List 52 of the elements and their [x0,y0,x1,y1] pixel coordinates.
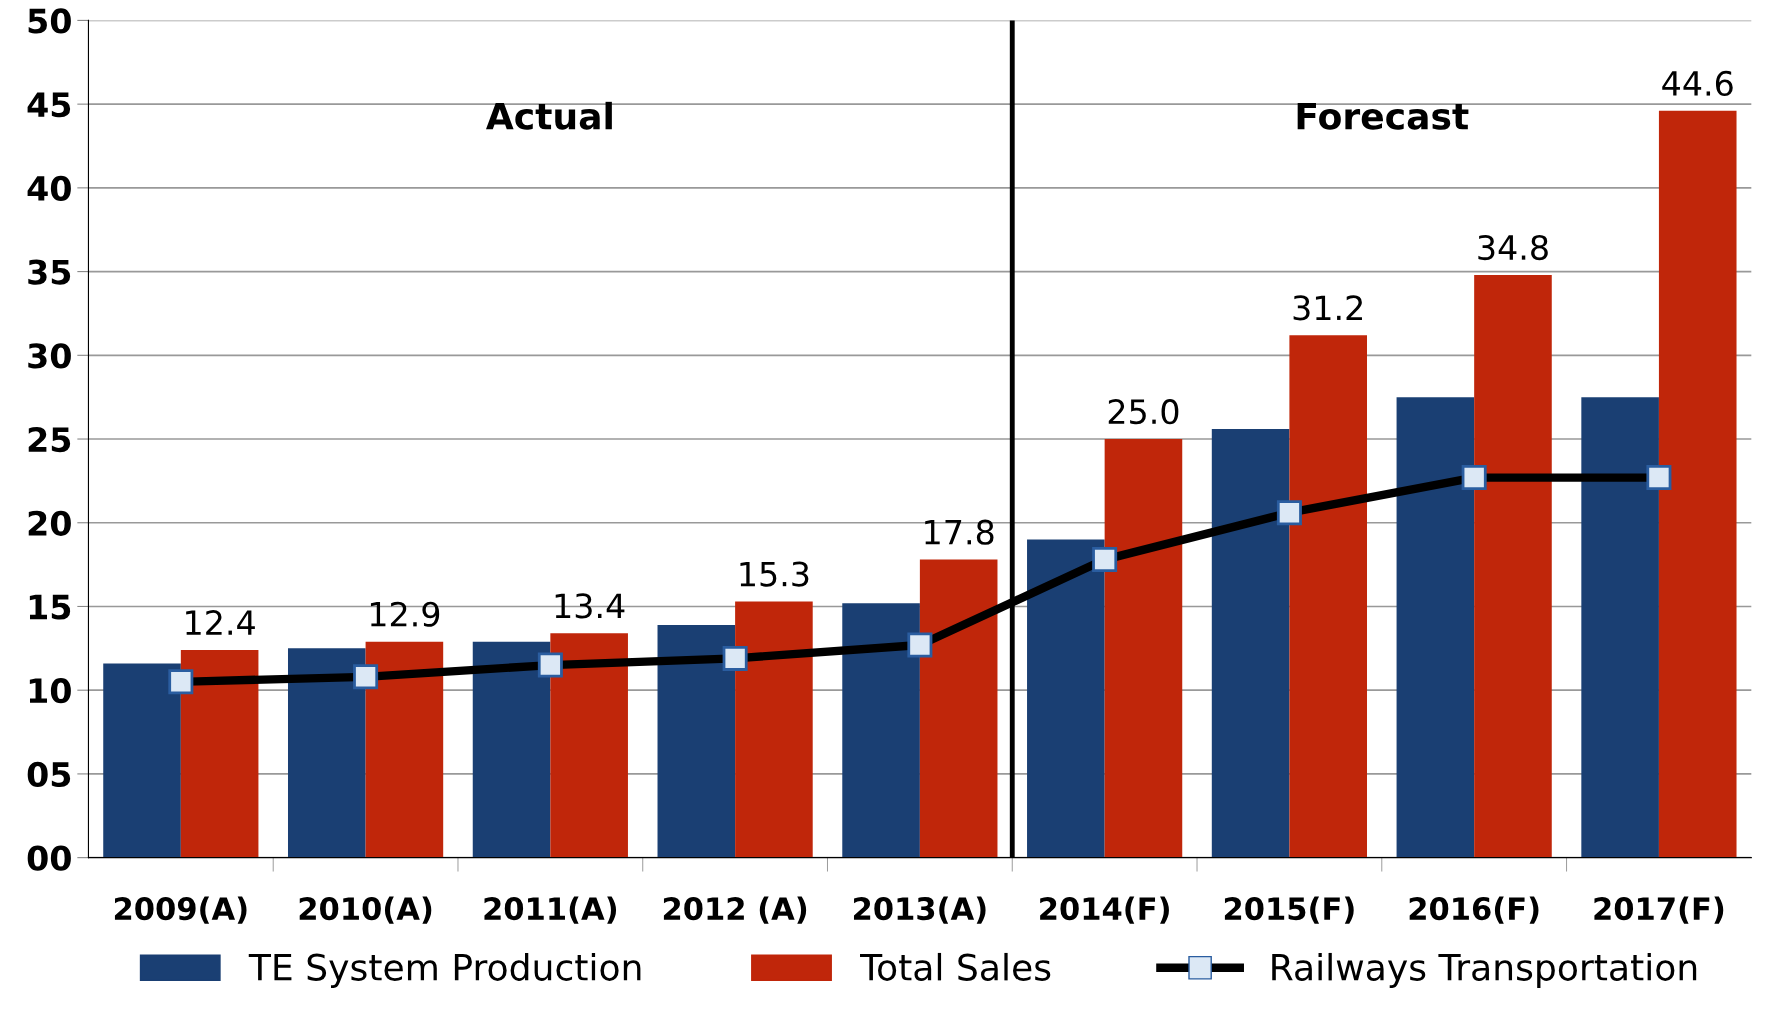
y-tick-label: 00 [27,845,71,871]
y-tick-label: 15 [29,594,71,620]
y-tick-label: 10 [29,678,71,704]
bar [842,603,920,858]
bar [550,633,628,858]
data-label: 17.8 [925,519,994,545]
bar [735,601,813,858]
data-label: 31.2 [1293,295,1362,321]
data-label: 15.3 [740,561,809,587]
y-tick-label: 35 [28,259,71,285]
x-tick-label: 2015(F) [1224,896,1354,924]
bar [180,650,259,858]
data-label: 34.8 [1478,234,1548,261]
y-tick-label: 40 [27,175,71,201]
y-tick-label: 30 [28,343,71,369]
data-label: 25.0 [1108,399,1179,425]
bar [472,641,551,858]
bar [365,641,444,858]
y-tick-label: 25 [28,426,71,453]
bar [1027,539,1105,858]
annotation: Forecast [1297,102,1469,130]
bar [657,624,736,858]
legend-label: Total Sales [860,952,1051,981]
data-label: 12.9 [370,601,440,627]
bar [1474,274,1552,858]
bar [1104,439,1183,858]
bar [1581,397,1659,858]
bar [287,648,366,858]
x-tick-label: 2011(A) [484,896,617,924]
bar [919,559,998,858]
x-tick-label: 2009(A) [114,896,247,924]
y-tick-label: 20 [28,510,71,536]
legend-label: TE System Production [248,952,641,988]
x-tick-label: 2014(F) [1040,896,1169,924]
bar [1396,397,1475,858]
bar [1211,428,1290,858]
data-label: 44.6 [1662,70,1733,97]
x-tick-label: 2017(F) [1594,896,1724,924]
x-tick-label: 2013(A) [853,896,986,924]
data-label: 12.4 [186,610,255,635]
annotation: Actual [486,101,612,130]
y-tick-label: 45 [27,92,71,118]
legend-label: Railways Transportation [1272,952,1697,988]
bar [103,663,181,858]
x-tick-label: 2012 (A) [663,896,807,924]
bar [1289,335,1367,858]
y-tick-label: 05 [27,761,71,788]
x-tick-label: 2010(A) [299,896,432,924]
y-tick-label: 50 [28,8,71,34]
bar [1658,110,1737,858]
x-tick-label: 2016(F) [1409,896,1539,924]
data-label: 13.4 [555,593,625,619]
